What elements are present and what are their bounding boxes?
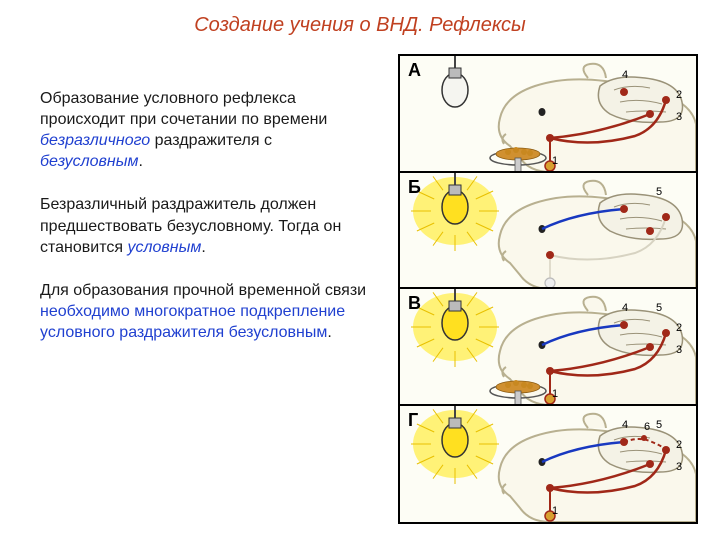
- p1-indifferent: безразличного: [40, 132, 150, 149]
- svg-text:3: 3: [676, 461, 682, 473]
- svg-text:6: 6: [644, 421, 650, 433]
- svg-text:1: 1: [552, 155, 558, 167]
- reflex-diagram: А 1 2 3 4 Б: [398, 54, 698, 524]
- panel-label: А: [408, 60, 421, 81]
- svg-text:1: 1: [552, 505, 558, 517]
- svg-text:2: 2: [676, 322, 682, 334]
- svg-text:4: 4: [622, 69, 628, 81]
- diagram-panel-Г: Г 1 2 3 4 56: [400, 406, 696, 523]
- panel-svg: 1 2 3 4: [400, 56, 696, 173]
- svg-text:2: 2: [676, 439, 682, 451]
- p3-t3: .: [327, 324, 331, 341]
- panel-svg: 5: [400, 173, 696, 290]
- paragraph-1: Образование условного рефлекса происходи…: [40, 88, 375, 172]
- diagram-panel-Б: Б 5: [400, 173, 696, 290]
- p1-t5: .: [138, 153, 142, 170]
- svg-text:5: 5: [656, 302, 662, 314]
- panel-label: В: [408, 293, 421, 314]
- paragraph-2: Безразличный раздражитель должен предшес…: [40, 194, 375, 257]
- explanatory-text: Образование условного рефлекса происходи…: [40, 88, 375, 365]
- svg-text:3: 3: [676, 344, 682, 356]
- diagram-panel-В: В 1 2 3 4 5: [400, 289, 696, 406]
- p1-t1: Образование условного рефлекса происходи…: [40, 90, 327, 128]
- p2-t3: .: [201, 239, 205, 256]
- panel-label: Г: [408, 410, 418, 431]
- svg-text:1: 1: [552, 388, 558, 400]
- p3-t1: Для образования прочной временной связи: [40, 282, 366, 299]
- svg-text:5: 5: [656, 419, 662, 431]
- diagram-panel-А: А 1 2 3 4: [400, 56, 696, 173]
- svg-text:2: 2: [676, 89, 682, 101]
- svg-text:4: 4: [622, 419, 628, 431]
- panel-svg: 1 2 3 4 56: [400, 406, 696, 523]
- page-title: Создание учения о ВНД. Рефлексы: [0, 14, 720, 37]
- svg-text:4: 4: [622, 302, 628, 314]
- p3-reinforcement: необходимо многократное подкрепление усл…: [40, 303, 345, 341]
- panel-label: Б: [408, 177, 421, 198]
- p1-t3: раздражителя с: [150, 132, 272, 149]
- paragraph-3: Для образования прочной временной связи …: [40, 280, 375, 343]
- panel-svg: 1 2 3 4 5: [400, 289, 696, 406]
- p2-conditional: условным: [127, 239, 201, 256]
- p1-unconditioned: безусловным: [40, 153, 138, 170]
- svg-text:5: 5: [656, 186, 662, 198]
- svg-text:3: 3: [676, 111, 682, 123]
